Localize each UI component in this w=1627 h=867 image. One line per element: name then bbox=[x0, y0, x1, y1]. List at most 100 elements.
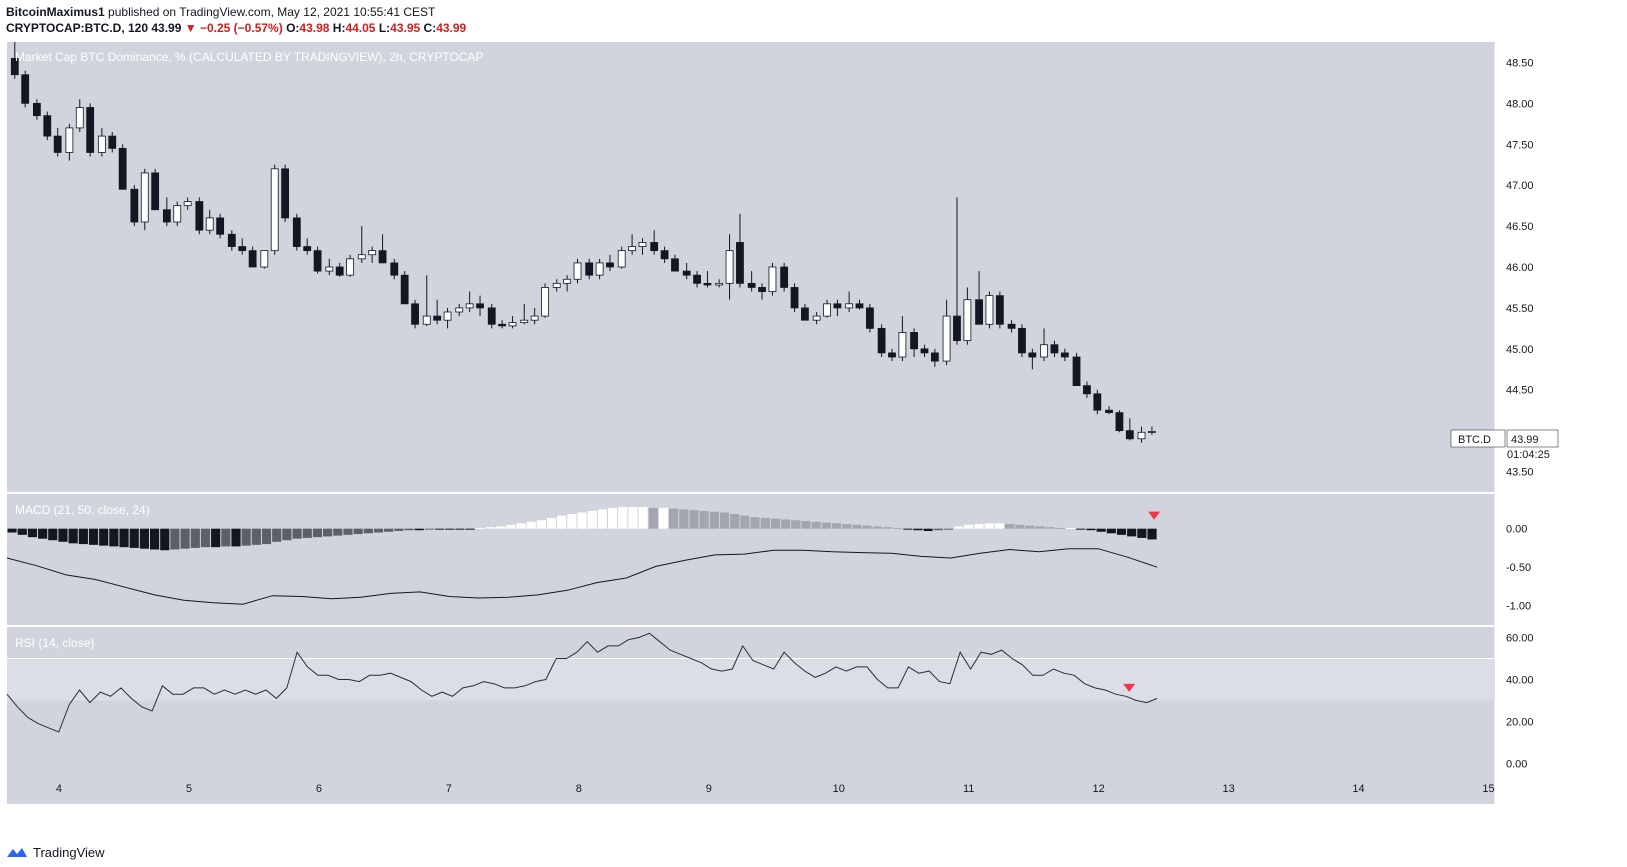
candle[interactable] bbox=[183, 197, 192, 210]
candle[interactable] bbox=[216, 213, 225, 239]
candle[interactable] bbox=[845, 291, 854, 312]
candle[interactable] bbox=[238, 238, 247, 255]
candle[interactable] bbox=[801, 303, 809, 321]
candle[interactable] bbox=[780, 262, 789, 292]
candle[interactable] bbox=[736, 213, 744, 288]
candle[interactable] bbox=[1093, 389, 1102, 415]
candle[interactable] bbox=[21, 70, 30, 108]
candle[interactable] bbox=[10, 42, 19, 79]
candle[interactable] bbox=[1007, 320, 1016, 333]
candle[interactable] bbox=[487, 303, 496, 329]
symbol-name[interactable]: CRYPTOCAP:BTC.D, 120 bbox=[6, 21, 149, 35]
candle[interactable] bbox=[682, 262, 691, 280]
candle[interactable] bbox=[1072, 352, 1081, 387]
candle[interactable] bbox=[942, 299, 951, 366]
candle[interactable] bbox=[378, 234, 387, 264]
candle[interactable] bbox=[617, 246, 626, 269]
candle[interactable] bbox=[455, 303, 464, 317]
candle[interactable] bbox=[476, 295, 484, 317]
candle[interactable] bbox=[573, 258, 582, 284]
candle[interactable] bbox=[888, 348, 896, 362]
author-name[interactable]: BitcoinMaximus1 bbox=[6, 5, 105, 19]
candle[interactable] bbox=[1137, 426, 1146, 443]
candle[interactable] bbox=[173, 201, 182, 227]
candle[interactable] bbox=[368, 246, 377, 263]
candle[interactable] bbox=[930, 348, 939, 367]
candle[interactable] bbox=[855, 299, 864, 310]
candle[interactable] bbox=[227, 230, 236, 251]
candle[interactable] bbox=[725, 234, 734, 300]
candle[interactable] bbox=[920, 344, 929, 357]
candle[interactable] bbox=[118, 144, 127, 190]
chart-canvas[interactable]: 48.50 48.00 47.50 47.00 46.50 46.00 45.50 45.00… bbox=[0, 42, 1627, 842]
candle[interactable] bbox=[995, 291, 1004, 329]
candle[interactable] bbox=[411, 299, 419, 329]
candle[interactable] bbox=[357, 226, 366, 263]
candle[interactable] bbox=[1125, 418, 1134, 441]
candle[interactable] bbox=[248, 246, 257, 268]
candle[interactable] bbox=[97, 127, 106, 157]
candle[interactable] bbox=[552, 279, 561, 292]
candle[interactable] bbox=[303, 238, 312, 255]
candle[interactable] bbox=[400, 271, 409, 305]
candle[interactable] bbox=[563, 275, 572, 292]
candle[interactable] bbox=[768, 262, 777, 296]
candle[interactable] bbox=[747, 271, 756, 292]
candle[interactable] bbox=[195, 197, 204, 235]
candle[interactable] bbox=[715, 279, 724, 288]
candle[interactable] bbox=[866, 303, 874, 333]
candle[interactable] bbox=[660, 246, 669, 263]
candle[interactable] bbox=[520, 303, 529, 325]
candle[interactable] bbox=[703, 271, 712, 288]
candle[interactable] bbox=[530, 307, 539, 325]
candle[interactable] bbox=[151, 168, 160, 211]
candle[interactable] bbox=[281, 164, 290, 222]
candle[interactable] bbox=[812, 312, 821, 325]
candle[interactable] bbox=[1148, 426, 1156, 435]
candle[interactable] bbox=[65, 123, 74, 161]
candle[interactable] bbox=[498, 320, 507, 329]
candle[interactable] bbox=[292, 213, 301, 251]
candle[interactable] bbox=[433, 299, 442, 325]
candle[interactable] bbox=[790, 283, 799, 312]
candle[interactable] bbox=[693, 271, 701, 288]
candle[interactable] bbox=[671, 254, 679, 272]
candle[interactable] bbox=[1028, 348, 1037, 370]
candle[interactable] bbox=[1060, 348, 1069, 362]
candle[interactable] bbox=[86, 103, 95, 157]
candle[interactable] bbox=[270, 164, 279, 255]
candle[interactable] bbox=[1018, 324, 1026, 357]
macd-pane-background[interactable] bbox=[7, 494, 1495, 625]
candle[interactable] bbox=[108, 132, 117, 153]
candle[interactable] bbox=[595, 258, 604, 280]
candle[interactable] bbox=[585, 258, 594, 280]
candle[interactable] bbox=[130, 185, 139, 227]
price-pane-background[interactable] bbox=[7, 42, 1495, 492]
candle[interactable] bbox=[1105, 406, 1113, 415]
candle[interactable] bbox=[638, 238, 647, 255]
candle[interactable] bbox=[953, 197, 961, 345]
candle[interactable] bbox=[877, 324, 886, 357]
candle[interactable] bbox=[975, 271, 983, 325]
candle[interactable] bbox=[335, 262, 344, 277]
candle[interactable] bbox=[32, 99, 41, 120]
candle[interactable] bbox=[346, 254, 354, 277]
candle[interactable] bbox=[422, 275, 431, 326]
candle[interactable] bbox=[390, 258, 399, 280]
candle[interactable] bbox=[325, 258, 334, 276]
candle[interactable] bbox=[465, 291, 474, 312]
candle[interactable] bbox=[833, 299, 842, 317]
candle[interactable] bbox=[541, 283, 549, 318]
candle[interactable] bbox=[205, 209, 214, 235]
candle[interactable] bbox=[963, 287, 972, 345]
candle[interactable] bbox=[1040, 328, 1048, 362]
candle[interactable] bbox=[43, 111, 52, 141]
candle[interactable] bbox=[823, 299, 831, 318]
candle[interactable] bbox=[1115, 410, 1124, 433]
brand-name[interactable]: TradingView bbox=[33, 844, 105, 860]
candle[interactable] bbox=[758, 283, 766, 300]
candle[interactable] bbox=[53, 127, 62, 157]
candle[interactable] bbox=[1083, 381, 1091, 398]
candle[interactable] bbox=[606, 254, 614, 272]
candle[interactable] bbox=[985, 291, 994, 329]
